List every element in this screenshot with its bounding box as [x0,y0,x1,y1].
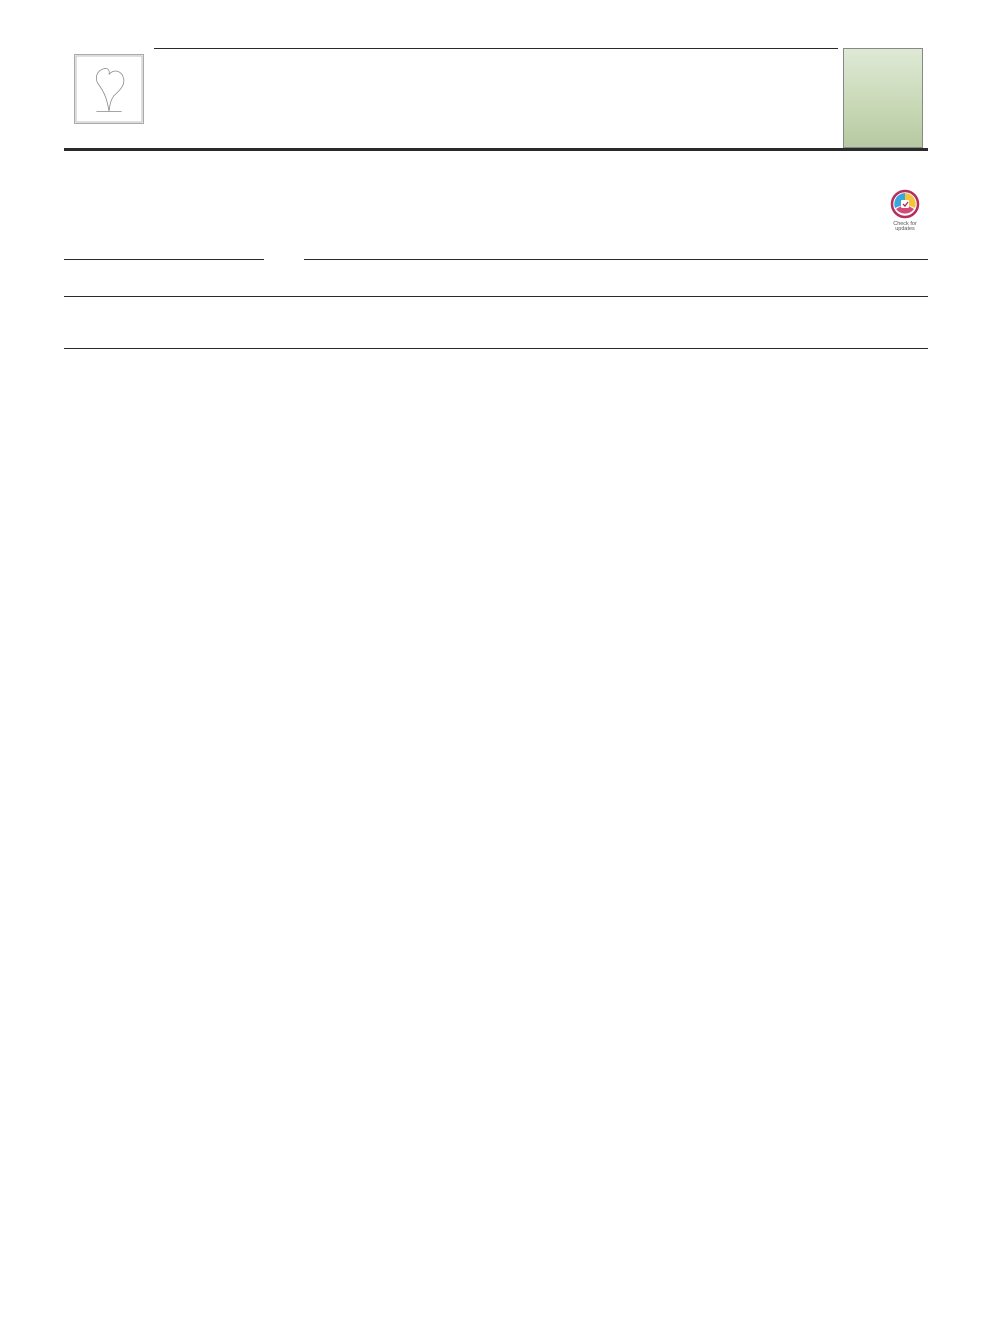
masthead-center [154,48,838,148]
abstract-column [304,249,928,268]
masthead [64,48,928,151]
journal-cover-thumb [843,48,923,148]
elsevier-tree-logo [74,54,144,124]
publisher-block [64,48,154,148]
body-columns [64,321,928,326]
footer-block [64,348,928,357]
check-updates-badge[interactable]: Check for updates [882,185,928,231]
meta-row [64,249,928,268]
article-header: Check for updates [64,181,928,231]
article-info-column [64,249,264,268]
cover-block [838,48,928,148]
abstract-rule [304,259,928,260]
svg-text:updates: updates [895,226,915,231]
section-rule [64,296,928,297]
info-rule [64,259,264,260]
